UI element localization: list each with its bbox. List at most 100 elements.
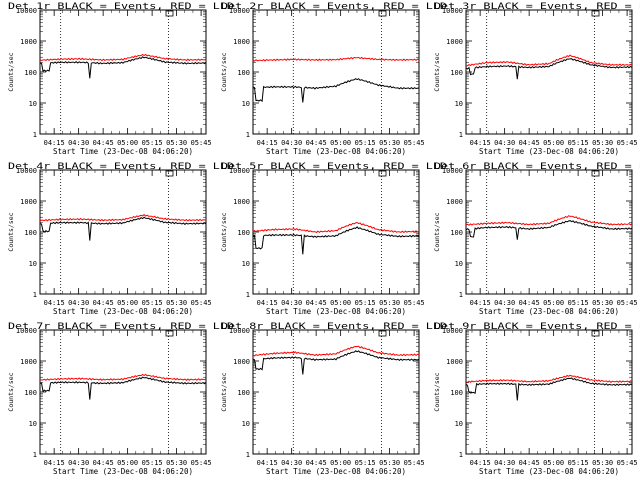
- lld-series-line: [39, 53, 207, 62]
- y-axis-label: Counts/sec: [220, 52, 228, 91]
- x-tick-label: 05:45: [617, 299, 638, 307]
- x-tick-label: 05:30: [379, 459, 400, 467]
- events-series-line: [252, 78, 420, 103]
- panel-title: Det 6r BLACK = Events, RED = LLD: [434, 162, 640, 172]
- panel-det-1r: Det 1r BLACK = Events, RED = LLD 1 10 100 10…: [7, 2, 234, 156]
- x-tick-label: 04:15: [257, 299, 278, 307]
- y-axis-label: Counts/sec: [7, 212, 15, 251]
- y-tick-label: 10: [242, 100, 250, 108]
- plot-frame: [465, 169, 633, 295]
- legend-box: [378, 170, 387, 177]
- x-tick-label: 04:45: [306, 299, 327, 307]
- lld-series-line: [39, 213, 207, 222]
- panel-det-6r: Det 6r BLACK = Events, RED = LLD 1 10 100 10…: [433, 162, 640, 316]
- y-tick-label: 1: [33, 291, 37, 299]
- y-tick-label: 1000: [20, 358, 37, 366]
- y-tick-label: 1: [459, 131, 463, 139]
- events-series-line: [465, 58, 633, 80]
- x-tick-label: 04:45: [93, 139, 114, 147]
- y-tick-label: 10000: [16, 167, 37, 175]
- y-tick-label: 10: [455, 100, 463, 108]
- x-tick-label: 05:30: [166, 459, 187, 467]
- events-series-line: [465, 220, 633, 240]
- events-series-line: [252, 350, 420, 375]
- x-tick-label: 05:15: [355, 139, 376, 147]
- x-tick-label: 04:30: [68, 459, 89, 467]
- x-tick-label: 05:00: [543, 299, 564, 307]
- y-tick-label: 10000: [442, 327, 463, 335]
- y-axis-label: Counts/sec: [433, 372, 441, 411]
- x-tick-label: 04:15: [44, 459, 65, 467]
- events-series-line: [39, 216, 207, 241]
- x-tick-label: 05:00: [330, 139, 351, 147]
- y-tick-label: 100: [450, 229, 463, 237]
- panel-title: Det 4r BLACK = Events, RED = LLD: [8, 162, 234, 172]
- x-axis-label: Start Time (23-Dec-08 04:06:20): [479, 467, 619, 476]
- x-tick-label: 04:30: [68, 139, 89, 147]
- x-axis-label: Start Time (23-Dec-08 04:06:20): [53, 147, 193, 156]
- panel-det-7r: Det 7r BLACK = Events, RED = LLD 1 10 100 10…: [7, 322, 234, 476]
- panel-det-4r: Det 4r BLACK = Events, RED = LLD 1 10 100 10…: [7, 162, 234, 316]
- x-tick-label: 04:30: [281, 459, 302, 467]
- lld-series-line: [252, 56, 420, 62]
- y-tick-label: 10000: [229, 7, 250, 15]
- x-tick-label: 04:15: [470, 299, 491, 307]
- y-tick-label: 10: [242, 420, 250, 428]
- panel-title: Det 5r BLACK = Events, RED = LLD: [221, 162, 447, 172]
- x-tick-label: 05:45: [617, 459, 638, 467]
- x-tick-label: 05:00: [330, 299, 351, 307]
- x-tick-label: 04:15: [257, 459, 278, 467]
- legend-box: [591, 330, 600, 337]
- y-tick-label: 1000: [446, 198, 463, 206]
- x-tick-label: 04:30: [494, 139, 515, 147]
- y-tick-label: 1: [33, 451, 37, 459]
- panel-title: Det 9r BLACK = Events, RED = LLD: [434, 322, 640, 332]
- y-tick-label: 1000: [233, 358, 250, 366]
- plot-frame: [252, 329, 420, 455]
- plot-frame: [465, 9, 633, 135]
- x-axis-label: Start Time (23-Dec-08 04:06:20): [266, 307, 406, 316]
- y-tick-label: 10000: [229, 327, 250, 335]
- x-tick-label: 05:15: [568, 139, 589, 147]
- y-axis-label: Counts/sec: [7, 52, 15, 91]
- x-tick-label: 05:45: [191, 299, 212, 307]
- x-tick-label: 05:15: [142, 459, 163, 467]
- x-tick-label: 05:45: [404, 459, 425, 467]
- y-tick-label: 10000: [16, 327, 37, 335]
- x-tick-label: 05:15: [568, 459, 589, 467]
- lld-series-line: [252, 345, 420, 357]
- lld-series-line: [39, 373, 207, 381]
- panel-title: Det 7r BLACK = Events, RED = LLD: [8, 322, 234, 332]
- x-axis-label: Start Time (23-Dec-08 04:06:20): [53, 307, 193, 316]
- x-tick-label: 04:30: [494, 459, 515, 467]
- y-tick-label: 100: [237, 389, 250, 397]
- y-tick-label: 1000: [20, 198, 37, 206]
- y-tick-label: 1: [33, 131, 37, 139]
- x-axis-label: Start Time (23-Dec-08 04:06:20): [266, 147, 406, 156]
- plot-frame: [465, 329, 633, 455]
- x-axis-label: Start Time (23-Dec-08 04:06:20): [53, 467, 193, 476]
- y-tick-label: 1000: [233, 198, 250, 206]
- x-tick-label: 05:00: [543, 459, 564, 467]
- panel-title: Det 3r BLACK = Events, RED = LLD: [434, 2, 640, 12]
- y-tick-label: 100: [237, 229, 250, 237]
- x-tick-label: 04:15: [470, 139, 491, 147]
- x-axis-label: Start Time (23-Dec-08 04:06:20): [266, 467, 406, 476]
- x-tick-label: 04:30: [281, 139, 302, 147]
- x-tick-label: 05:30: [379, 299, 400, 307]
- x-tick-label: 05:30: [166, 139, 187, 147]
- y-axis-label: Counts/sec: [433, 52, 441, 91]
- x-tick-label: 05:30: [592, 299, 613, 307]
- y-axis-label: Counts/sec: [433, 212, 441, 251]
- x-tick-label: 04:30: [68, 299, 89, 307]
- panel-det-3r: Det 3r BLACK = Events, RED = LLD 1 10 100 10…: [433, 2, 640, 156]
- legend-box: [165, 330, 174, 337]
- x-axis-label: Start Time (23-Dec-08 04:06:20): [479, 147, 619, 156]
- x-tick-label: 05:00: [117, 299, 138, 307]
- x-tick-label: 05:45: [191, 459, 212, 467]
- y-tick-label: 100: [237, 69, 250, 77]
- plot-frame: [252, 9, 420, 135]
- y-tick-label: 100: [24, 389, 37, 397]
- y-tick-label: 1: [246, 131, 250, 139]
- x-tick-label: 04:15: [257, 139, 278, 147]
